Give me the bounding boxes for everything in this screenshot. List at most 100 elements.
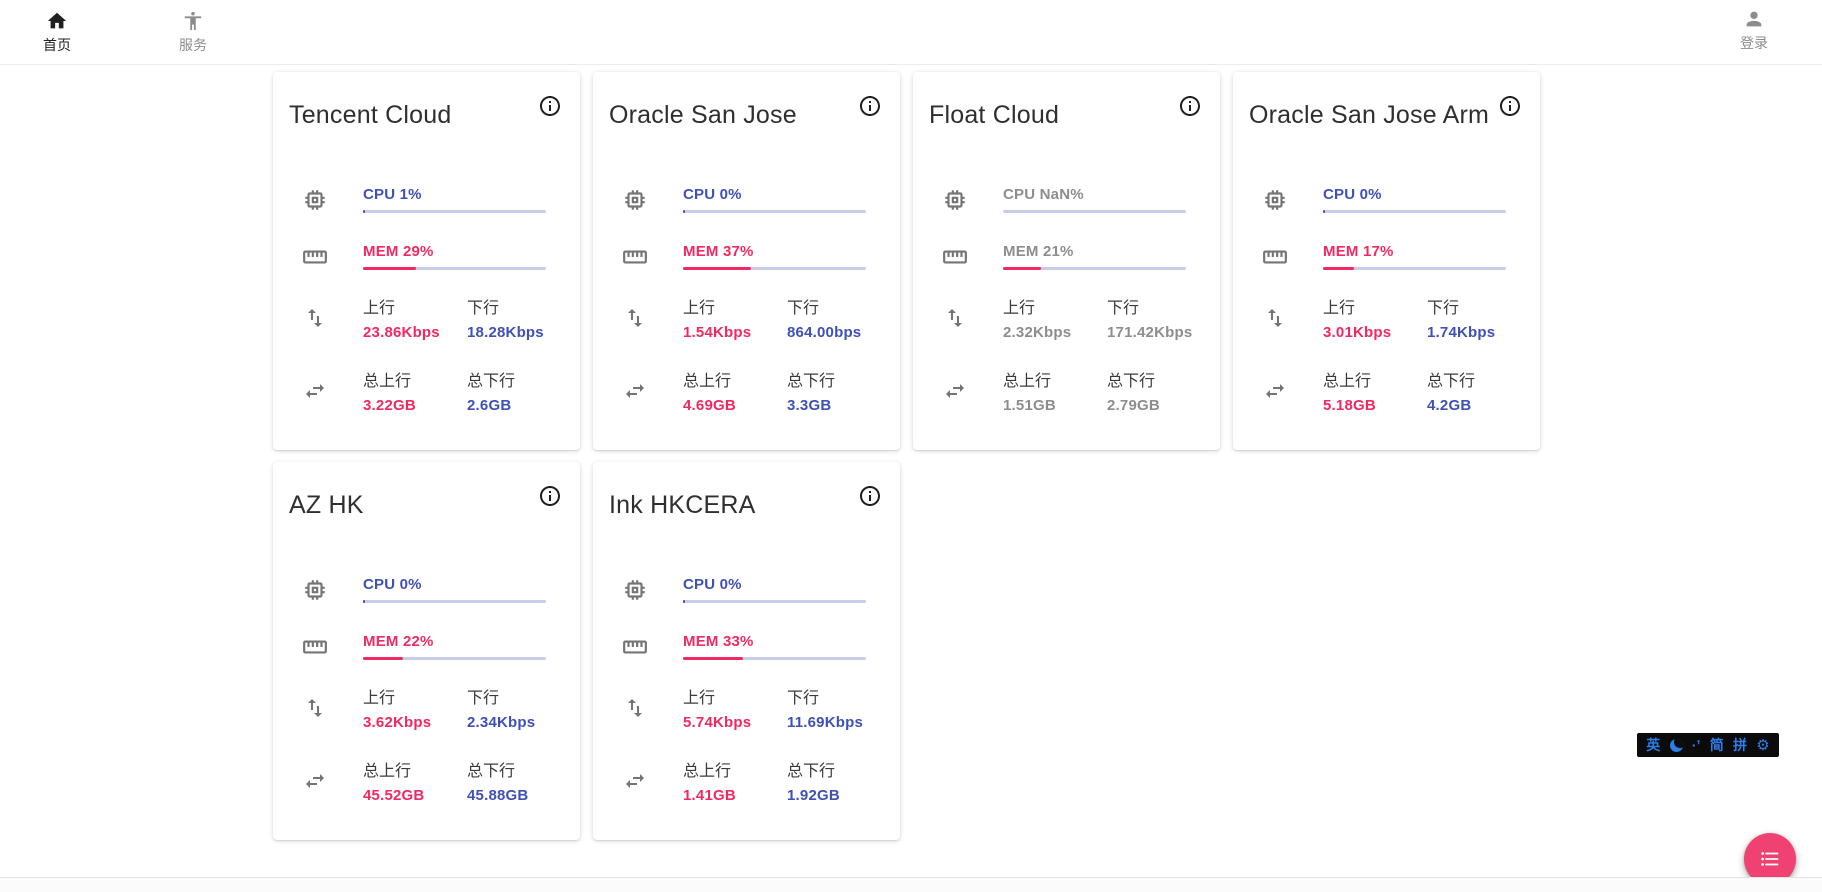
nav-item-home[interactable]: 首页	[25, 10, 89, 55]
upload-col: 上行 5.74Kbps	[683, 684, 787, 731]
server-card: Float Cloud CPU NaN%	[913, 72, 1220, 450]
mem-row: MEM 29%	[289, 243, 564, 270]
total-upload-value: 3.22GB	[363, 397, 416, 414]
nav-item-login[interactable]: 登录	[1722, 8, 1786, 53]
info-icon[interactable]	[538, 94, 562, 118]
cpu-row: CPU 0%	[609, 576, 884, 603]
cpu-label: CPU 0%	[683, 186, 742, 203]
total-upload-col: 总上行 5.18GB	[1323, 367, 1427, 414]
total-download-label: 总下行	[467, 373, 516, 390]
total-upload-label: 总上行	[683, 373, 732, 390]
total-download-col: 总下行 3.3GB	[787, 367, 891, 414]
nav-home-label: 首页	[43, 36, 71, 53]
mem-row: MEM 33%	[609, 633, 884, 660]
mem-bar-fill	[363, 267, 417, 270]
ime-mode-item[interactable]: 简	[1709, 737, 1724, 753]
card-header: Tencent Cloud	[289, 96, 564, 130]
cpu-chip-icon	[301, 577, 329, 603]
net-speed-row: 上行 1.54Kbps 下行 864.00bps	[609, 294, 884, 341]
upload-label: 上行	[1323, 300, 1356, 317]
upload-value: 2.32Kbps	[1003, 324, 1072, 341]
info-icon[interactable]	[858, 484, 882, 508]
net-speed-row: 上行 3.62Kbps 下行 2.34Kbps	[289, 684, 564, 731]
ime-mode-item[interactable]: 英	[1646, 737, 1661, 753]
swap-horizontal-icon	[1261, 379, 1289, 403]
total-download-value: 3.3GB	[787, 397, 832, 414]
format-list-bulleted-icon	[1759, 848, 1781, 870]
ime-status-bar: 英 ·ʼ 简拼 ⚙	[1637, 733, 1779, 757]
card-header: Oracle San Jose Arm	[1249, 96, 1524, 130]
net-speed-row: 上行 2.32Kbps 下行 171.42Kbps	[929, 294, 1204, 341]
server-card: Oracle San Jose Arm CPU 0%	[1233, 72, 1540, 450]
metrics-block: CPU NaN% MEM 21%	[929, 186, 1204, 414]
cpu-progress-bar	[1323, 210, 1506, 213]
swap-horizontal-icon	[621, 769, 649, 793]
mem-row: MEM 37%	[609, 243, 884, 270]
info-icon[interactable]	[1498, 94, 1522, 118]
upload-label: 上行	[363, 300, 396, 317]
info-icon[interactable]	[538, 484, 562, 508]
info-icon[interactable]	[1178, 94, 1202, 118]
download-label: 下行	[787, 300, 820, 317]
total-traffic-row: 总上行 4.69GB 总下行 3.3GB	[609, 367, 884, 414]
upload-label: 上行	[683, 300, 716, 317]
info-icon[interactable]	[858, 94, 882, 118]
total-upload-col: 总上行 1.41GB	[683, 757, 787, 804]
mem-bar-fill	[683, 267, 751, 270]
cpu-label: CPU 0%	[1323, 186, 1382, 203]
total-upload-label: 总上行	[363, 763, 412, 780]
cpu-row: CPU 0%	[289, 576, 564, 603]
total-upload-label: 总上行	[1323, 373, 1372, 390]
upload-col: 上行 2.32Kbps	[1003, 294, 1107, 341]
total-download-col: 总下行 1.92GB	[787, 757, 891, 804]
cpu-label: CPU 0%	[363, 576, 422, 593]
total-upload-value: 1.51GB	[1003, 397, 1056, 414]
mem-label: MEM 22%	[363, 633, 434, 650]
server-card: Oracle San Jose CPU 0%	[593, 72, 900, 450]
download-col: 下行 2.34Kbps	[467, 684, 571, 731]
ime-mode-item[interactable]: 拼	[1732, 737, 1747, 753]
net-speed-row: 上行 3.01Kbps 下行 1.74Kbps	[1249, 294, 1524, 341]
footer-divider	[0, 877, 1822, 892]
upload-value: 3.62Kbps	[363, 714, 432, 731]
server-card: AZ HK CPU 0%	[273, 462, 580, 840]
top-navbar: 首页 服务 登录	[0, 0, 1822, 65]
moon-icon[interactable]	[1669, 738, 1683, 752]
upload-col: 上行 1.54Kbps	[683, 294, 787, 341]
total-traffic-row: 总上行 45.52GB 总下行 45.88GB	[289, 757, 564, 804]
total-upload-value: 5.18GB	[1323, 397, 1376, 414]
total-download-value: 4.2GB	[1427, 397, 1472, 414]
swap-horizontal-icon	[941, 379, 969, 403]
total-download-col: 总下行 45.88GB	[467, 757, 571, 804]
ime-mode-item[interactable]: ·ʼ	[1691, 737, 1701, 753]
download-value: 2.34Kbps	[467, 714, 536, 731]
total-download-value: 2.79GB	[1107, 397, 1160, 414]
nav-item-services[interactable]: 服务	[161, 10, 225, 55]
total-traffic-row: 总上行 3.22GB 总下行 2.6GB	[289, 367, 564, 414]
cpu-chip-icon	[941, 187, 969, 213]
gear-icon[interactable]: ⚙	[1756, 736, 1770, 754]
upload-value: 23.86Kbps	[363, 324, 440, 341]
cpu-chip-icon	[1261, 187, 1289, 213]
total-download-label: 总下行	[1107, 373, 1156, 390]
upload-col: 上行 23.86Kbps	[363, 294, 467, 341]
server-name: Float Cloud	[929, 101, 1060, 129]
net-speed-row: 上行 23.86Kbps 下行 18.28Kbps	[289, 294, 564, 341]
cpu-label: CPU 0%	[683, 576, 742, 593]
server-name: AZ HK	[289, 491, 364, 519]
total-download-label: 总下行	[787, 373, 836, 390]
mem-row: MEM 17%	[1249, 243, 1524, 270]
mem-progress-bar	[363, 267, 546, 270]
mem-label: MEM 37%	[683, 243, 754, 260]
server-list-fab[interactable]	[1744, 833, 1796, 885]
mem-row: MEM 21%	[929, 243, 1204, 270]
swap-horizontal-icon	[301, 769, 329, 793]
cpu-row: CPU NaN%	[929, 186, 1204, 213]
total-download-value: 1.92GB	[787, 787, 840, 804]
cpu-progress-bar	[363, 210, 546, 213]
cpu-progress-bar	[683, 210, 866, 213]
mem-label: MEM 29%	[363, 243, 434, 260]
metrics-block: CPU 0% MEM 17%	[1249, 186, 1524, 414]
cpu-row: CPU 1%	[289, 186, 564, 213]
swap-vertical-icon	[621, 696, 649, 720]
